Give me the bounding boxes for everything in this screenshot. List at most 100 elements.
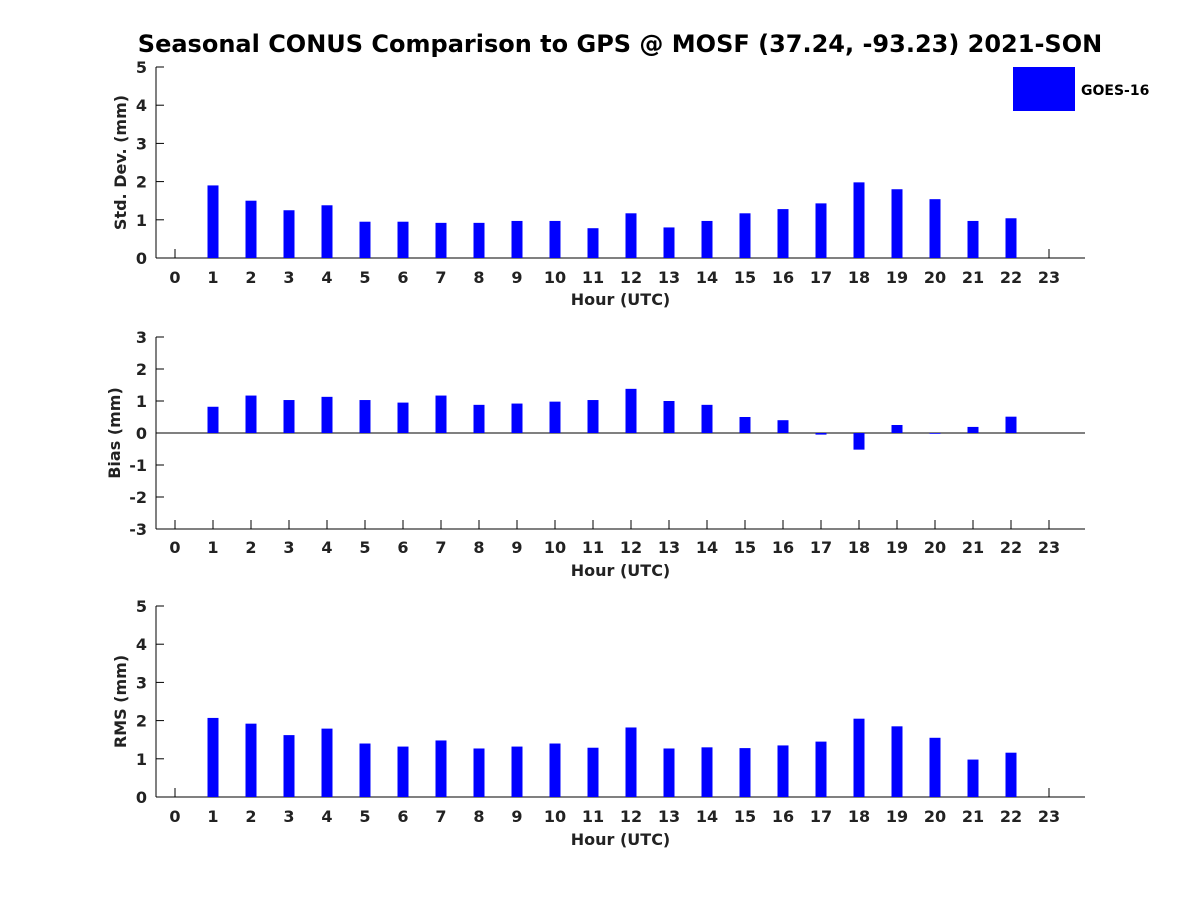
x-tick-label: 13 — [658, 538, 680, 557]
bar — [1005, 416, 1017, 433]
bar — [511, 746, 523, 797]
bar — [587, 747, 599, 797]
x-axis-label: Hour (UTC) — [571, 561, 671, 580]
bar — [777, 745, 789, 797]
legend-label: GOES-16 — [1081, 83, 1149, 99]
bar — [701, 404, 713, 433]
x-tick-label: 19 — [886, 538, 908, 557]
x-tick-label: 4 — [321, 538, 332, 557]
bar — [891, 726, 903, 797]
x-tick-label: 12 — [620, 268, 642, 287]
bar — [1005, 218, 1017, 258]
y-tick-label: 5 — [136, 597, 147, 616]
y-tick-label: 2 — [136, 712, 147, 731]
bar — [435, 222, 447, 258]
bar — [283, 210, 295, 258]
x-tick-label: 0 — [169, 538, 180, 557]
x-tick-label: 8 — [473, 268, 484, 287]
y-axis-label: Std. Dev. (mm) — [111, 95, 130, 230]
x-tick-label: 2 — [245, 268, 256, 287]
x-tick-label: 15 — [734, 807, 756, 826]
bar — [967, 759, 979, 797]
x-tick-label: 16 — [772, 807, 794, 826]
bar — [929, 737, 941, 797]
x-tick-label: 20 — [924, 268, 946, 287]
y-tick-label: 3 — [136, 673, 147, 692]
bar — [511, 403, 523, 433]
x-tick-label: 8 — [473, 538, 484, 557]
bar — [853, 433, 865, 450]
bar — [511, 220, 523, 258]
bar — [587, 228, 599, 258]
bar — [929, 199, 941, 258]
x-tick-label: 3 — [283, 538, 294, 557]
bar — [473, 404, 485, 433]
x-tick-label: 21 — [962, 538, 984, 557]
y-tick-label: 2 — [136, 173, 147, 192]
bar — [853, 182, 865, 258]
x-tick-label: 3 — [283, 807, 294, 826]
bar — [777, 420, 789, 433]
y-axis-label: Bias (mm) — [105, 387, 124, 479]
bar — [245, 723, 257, 797]
bar — [853, 718, 865, 797]
bar — [663, 227, 675, 258]
bar — [549, 743, 561, 797]
x-tick-label: 6 — [397, 268, 408, 287]
x-tick-label: 6 — [397, 538, 408, 557]
x-tick-label: 12 — [620, 807, 642, 826]
bar — [473, 748, 485, 797]
y-tick-label: 4 — [136, 635, 147, 654]
bar — [625, 388, 637, 433]
bar — [207, 406, 219, 433]
legend: GOES-16 — [1013, 67, 1149, 111]
x-tick-label: 18 — [848, 807, 870, 826]
bar — [359, 221, 371, 258]
x-tick-label: 20 — [924, 807, 946, 826]
x-tick-label: 8 — [473, 807, 484, 826]
bar — [891, 425, 903, 433]
x-tick-label: 15 — [734, 538, 756, 557]
x-tick-label: 7 — [435, 538, 446, 557]
y-tick-label: -2 — [129, 488, 147, 507]
x-tick-label: 17 — [810, 807, 832, 826]
x-tick-label: 18 — [848, 538, 870, 557]
bar — [967, 220, 979, 258]
bar — [815, 741, 827, 797]
x-tick-label: 1 — [207, 538, 218, 557]
bar — [283, 735, 295, 797]
x-tick-label: 15 — [734, 268, 756, 287]
x-tick-label: 22 — [1000, 807, 1022, 826]
y-tick-label: 1 — [136, 211, 147, 230]
bar — [207, 185, 219, 258]
x-tick-label: 16 — [772, 538, 794, 557]
chart-title: Seasonal CONUS Comparison to GPS @ MOSF … — [137, 30, 1103, 58]
x-tick-label: 22 — [1000, 538, 1022, 557]
bar — [435, 740, 447, 797]
x-tick-label: 21 — [962, 807, 984, 826]
bar — [549, 220, 561, 258]
x-axis-label: Hour (UTC) — [571, 290, 671, 309]
x-tick-label: 4 — [321, 807, 332, 826]
bar — [473, 222, 485, 258]
bar — [321, 205, 333, 258]
x-tick-label: 5 — [359, 268, 370, 287]
x-tick-label: 12 — [620, 538, 642, 557]
x-tick-label: 22 — [1000, 268, 1022, 287]
bar — [739, 748, 751, 797]
bar — [929, 433, 941, 434]
x-tick-label: 9 — [511, 807, 522, 826]
bar — [397, 402, 409, 433]
y-tick-label: 1 — [136, 392, 147, 411]
y-tick-label: 1 — [136, 750, 147, 769]
bar — [625, 213, 637, 258]
x-tick-label: 19 — [886, 268, 908, 287]
x-tick-label: 7 — [435, 268, 446, 287]
x-tick-label: 5 — [359, 807, 370, 826]
x-tick-label: 2 — [245, 538, 256, 557]
